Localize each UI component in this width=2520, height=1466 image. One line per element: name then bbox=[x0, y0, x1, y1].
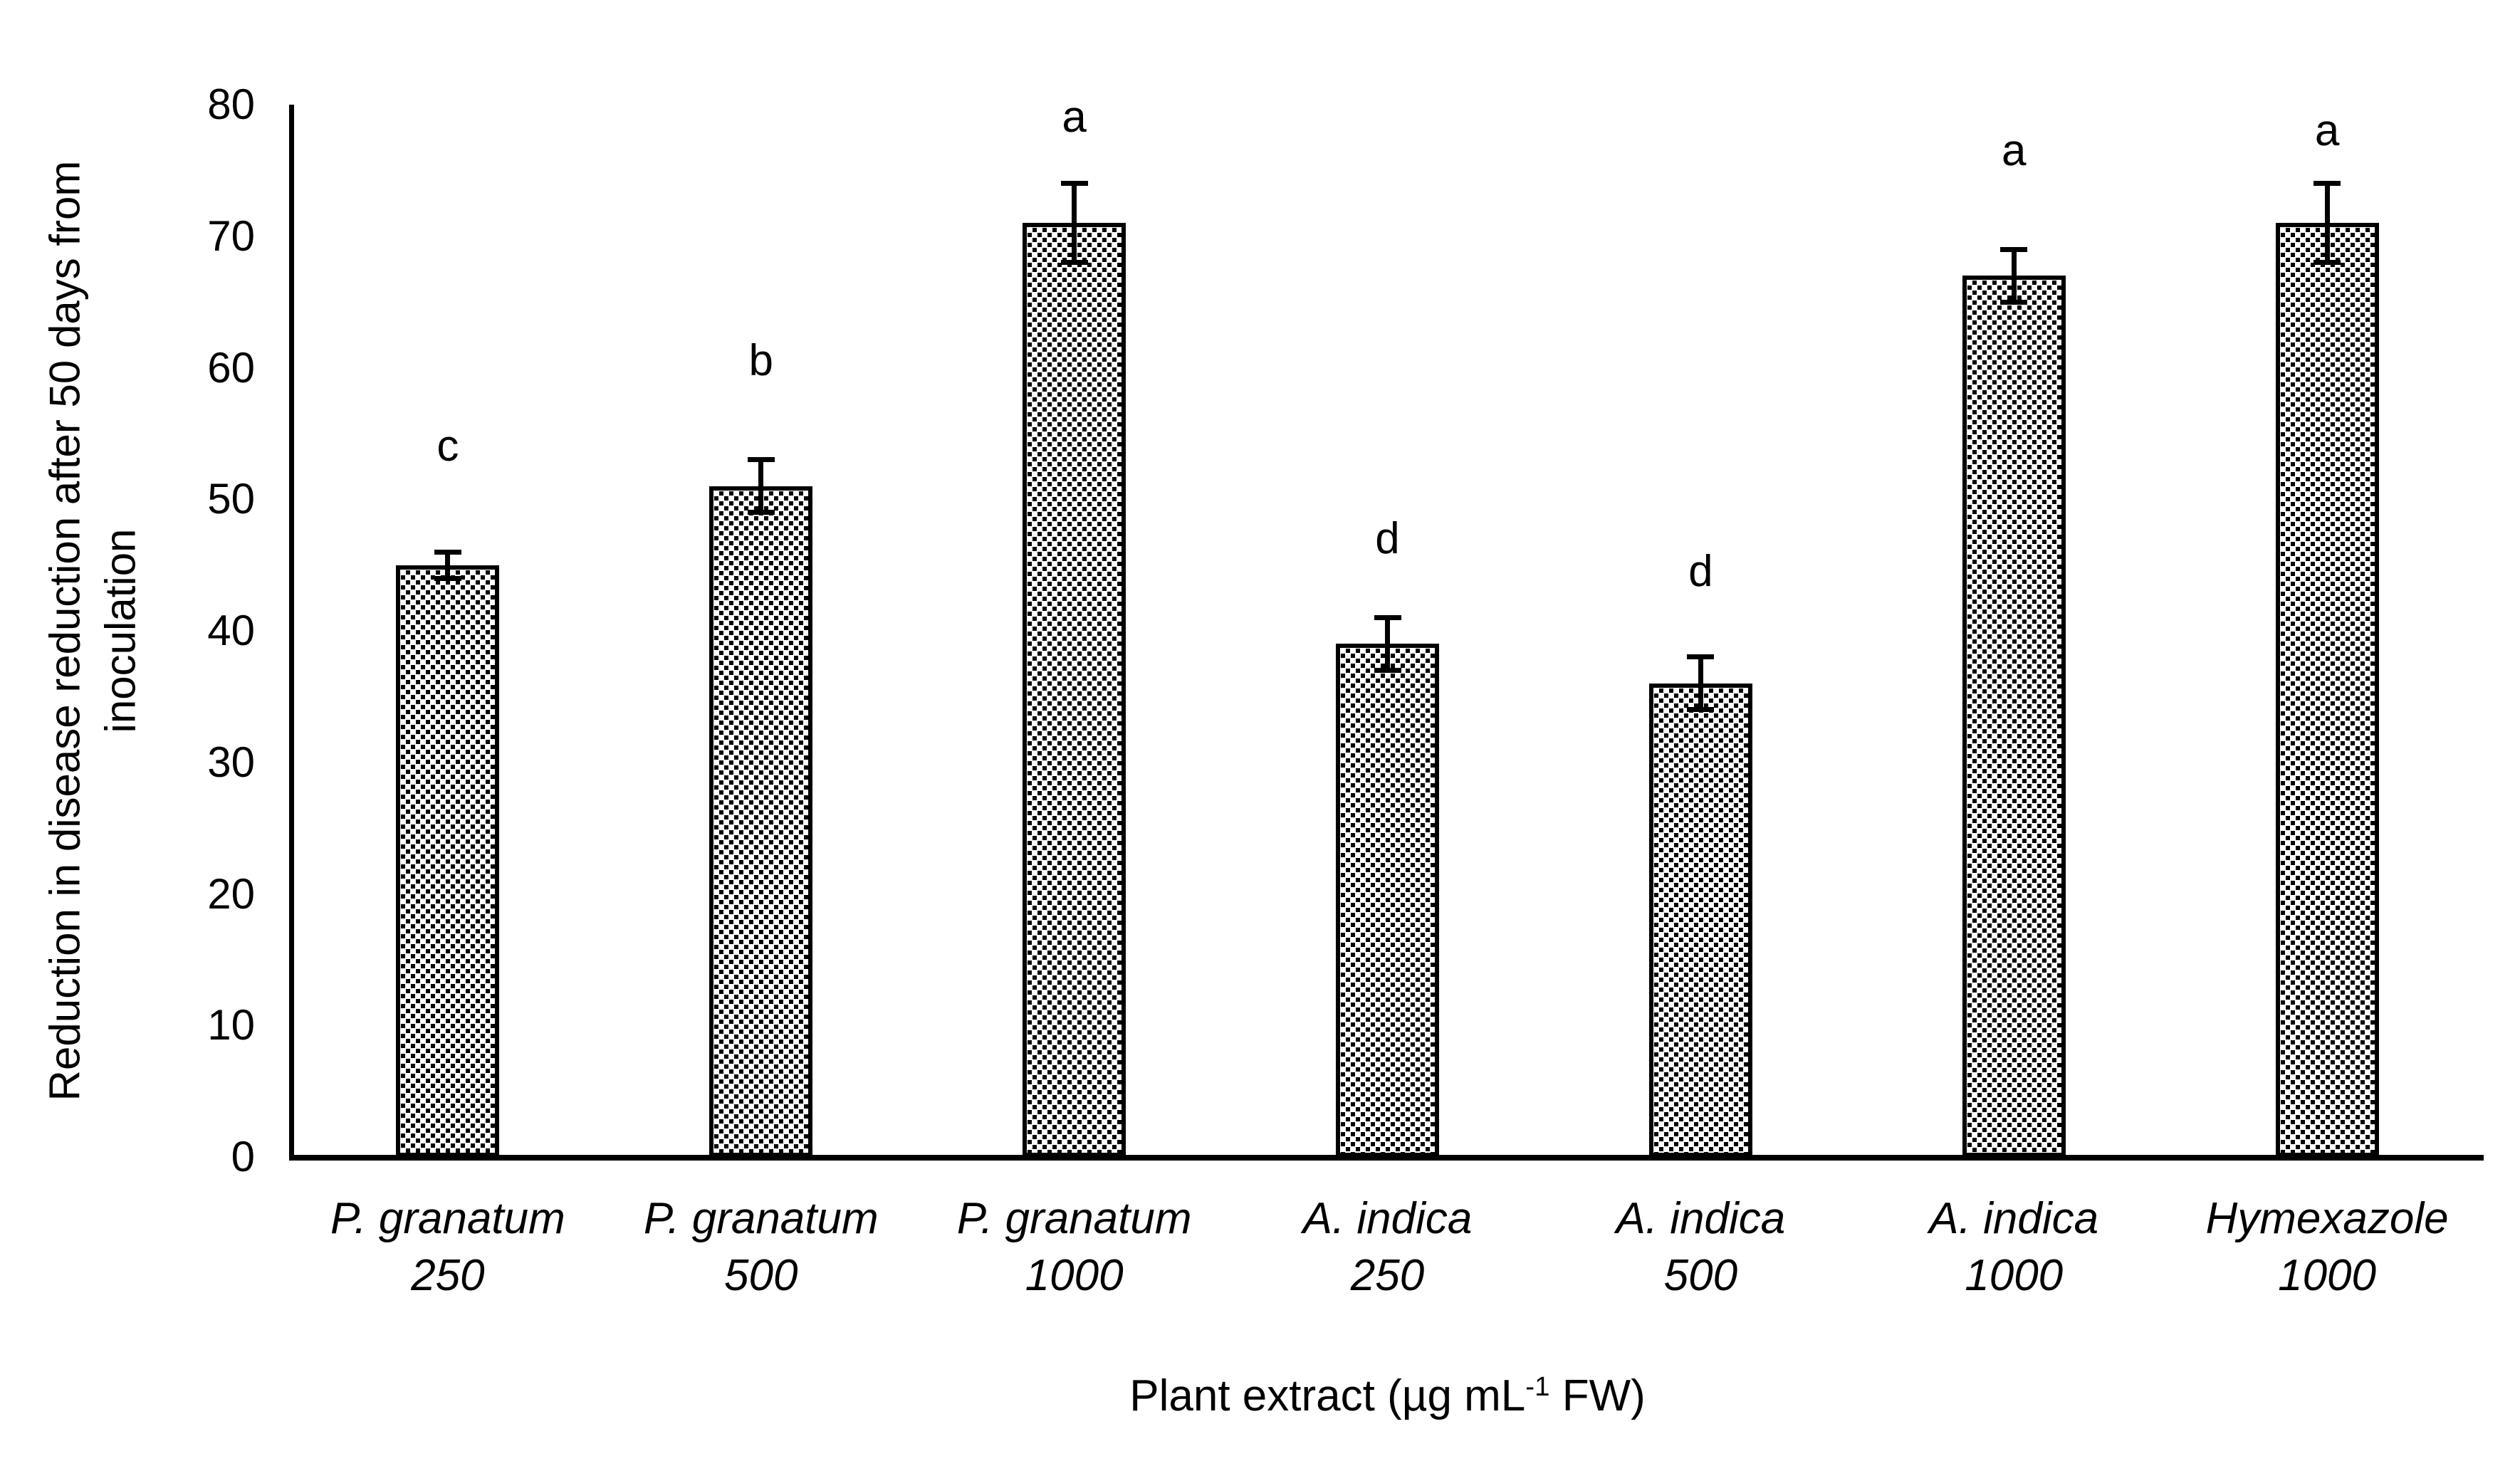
error-bar-cap bbox=[2314, 260, 2341, 266]
y-tick-label: 20 bbox=[207, 869, 255, 918]
error-bar-cap bbox=[2314, 181, 2341, 187]
significance-letter: d bbox=[1375, 513, 1400, 563]
error-bar-stem bbox=[445, 552, 451, 579]
error-bar-cap bbox=[1687, 654, 1715, 660]
x-axis-line bbox=[289, 1155, 2484, 1161]
bar bbox=[396, 565, 500, 1157]
bar bbox=[1023, 223, 1126, 1157]
category-species: Hymexazole bbox=[2205, 1194, 2449, 1243]
y-tick-label: 10 bbox=[207, 1001, 255, 1049]
category-species: A. indica bbox=[1302, 1194, 1473, 1243]
category-dose: 500 bbox=[1663, 1251, 1738, 1300]
significance-letter: b bbox=[748, 336, 774, 386]
error-bar-cap bbox=[747, 510, 775, 515]
error-bar-stem bbox=[1385, 617, 1390, 671]
category-dose: 250 bbox=[411, 1251, 485, 1300]
y-tick-label: 60 bbox=[207, 343, 255, 392]
error-bar-cap bbox=[1060, 181, 1088, 187]
category-dose: 250 bbox=[1350, 1251, 1425, 1300]
category-label: A. indica 500 bbox=[1544, 1190, 1856, 1304]
significance-letter: a bbox=[2001, 125, 2027, 175]
x-axis-title: Plant extract (µg mL-1 FW) bbox=[291, 1371, 2484, 1421]
y-tick-label: 30 bbox=[207, 738, 255, 786]
category-label: Hymexazole 1000 bbox=[2171, 1190, 2483, 1304]
y-tick-label: 70 bbox=[207, 211, 255, 260]
category-dose: 1000 bbox=[2278, 1251, 2377, 1300]
x-axis-title-superscript: -1 bbox=[1525, 1371, 1550, 1402]
bar bbox=[1962, 276, 2066, 1157]
y-tick-label: 40 bbox=[207, 607, 255, 654]
error-bar-cap bbox=[2000, 246, 2028, 252]
bar bbox=[709, 486, 813, 1157]
bar bbox=[2275, 223, 2379, 1157]
plot-area: c b a d d a a bbox=[291, 95, 2484, 1157]
y-axis-title-line1: Reduction in disease reduction after 50 … bbox=[41, 160, 89, 1101]
error-bar-stem bbox=[2324, 183, 2330, 263]
category-species: A. indica bbox=[1929, 1194, 2099, 1243]
y-tick-label: 80 bbox=[207, 80, 255, 128]
bar bbox=[1336, 644, 1439, 1157]
bar bbox=[1648, 683, 1752, 1157]
error-bar-cap bbox=[434, 549, 461, 555]
error-bar-stem bbox=[758, 459, 764, 513]
category-dose: 500 bbox=[724, 1251, 798, 1300]
significance-letter: a bbox=[2314, 105, 2340, 155]
y-tick-label: 50 bbox=[207, 475, 255, 523]
error-bar-stem bbox=[1072, 183, 1077, 263]
significance-letter: d bbox=[1688, 546, 1713, 596]
category-label: A. indica 250 bbox=[1232, 1190, 1544, 1304]
category-dose: 1000 bbox=[1025, 1251, 1124, 1300]
y-tick-label: 0 bbox=[231, 1133, 255, 1180]
category-label: P. granatum 1000 bbox=[919, 1190, 1230, 1304]
error-bar-cap bbox=[1687, 707, 1715, 713]
category-dose: 1000 bbox=[1965, 1251, 2064, 1300]
category-species: P. granatum bbox=[956, 1194, 1192, 1243]
error-bar-cap bbox=[1060, 260, 1088, 266]
category-label: A. indica 1000 bbox=[1858, 1190, 2170, 1304]
category-species: A. indica bbox=[1616, 1194, 1786, 1243]
y-axis-line bbox=[289, 105, 294, 1161]
error-bar-cap bbox=[1374, 667, 1401, 673]
error-bar-stem bbox=[1698, 656, 1703, 710]
significance-letter: c bbox=[436, 422, 459, 471]
category-species: P. granatum bbox=[643, 1194, 879, 1243]
category-species: P. granatum bbox=[330, 1194, 565, 1243]
error-bar-cap bbox=[1374, 615, 1401, 621]
error-bar-stem bbox=[2011, 249, 2017, 303]
error-bar-cap bbox=[2000, 299, 2028, 305]
error-bar-cap bbox=[434, 575, 461, 581]
x-axis-title-main: Plant extract (µg mL bbox=[1129, 1371, 1526, 1420]
x-axis-title-tail: FW) bbox=[1549, 1371, 1646, 1420]
error-bar-cap bbox=[747, 457, 775, 463]
significance-letter: a bbox=[1062, 93, 1087, 142]
category-label: P. granatum 500 bbox=[605, 1190, 917, 1304]
category-label: P. granatum 250 bbox=[292, 1190, 604, 1304]
